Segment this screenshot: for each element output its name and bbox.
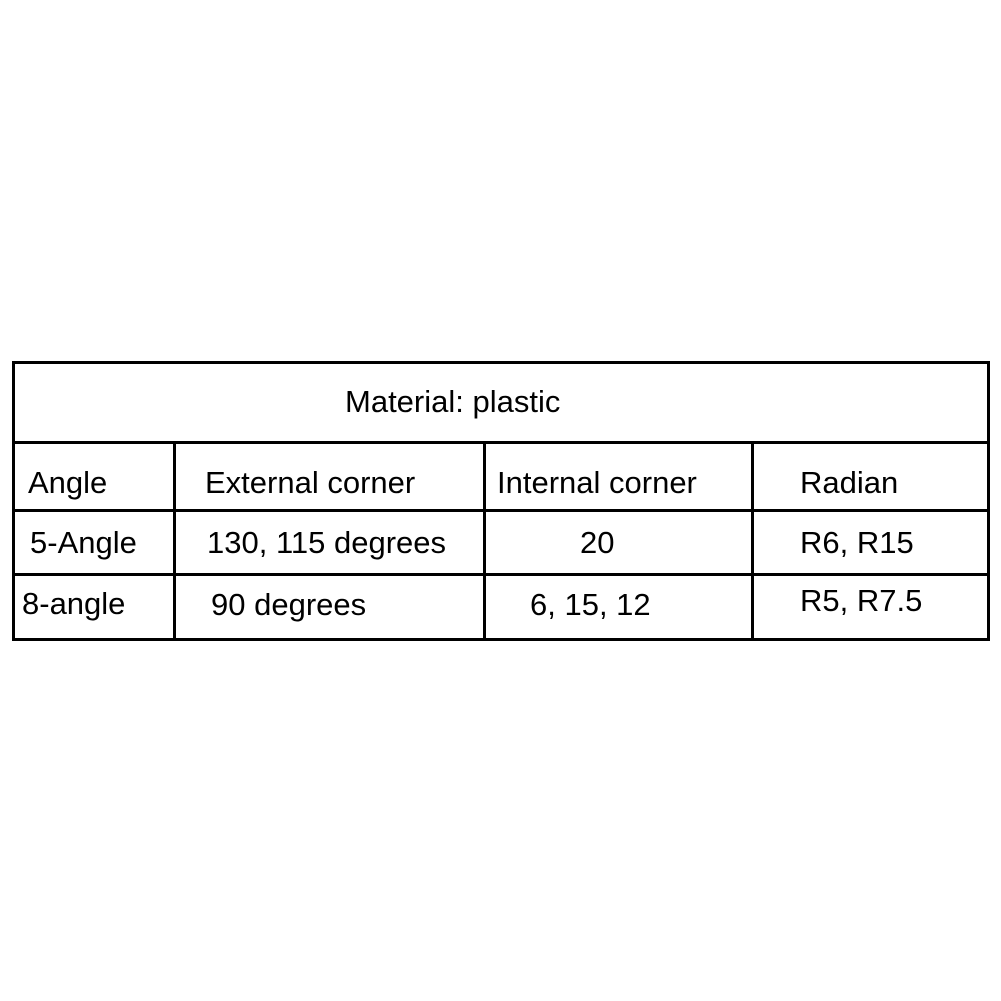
table-border-left xyxy=(12,361,15,641)
column-divider-3 xyxy=(751,441,754,641)
header-angle: Angle xyxy=(28,465,108,500)
header-divider xyxy=(12,509,990,512)
header-radian: Radian xyxy=(800,465,899,500)
header-internal-corner: Internal corner xyxy=(497,465,697,500)
table-cell: R5, R7.5 xyxy=(800,583,923,618)
column-divider-2 xyxy=(483,441,486,641)
column-divider-1 xyxy=(173,441,176,641)
header-external-corner: External corner xyxy=(205,465,416,500)
table-cell: 6, 15, 12 xyxy=(530,587,651,622)
table-border-bottom xyxy=(12,638,990,641)
title-divider xyxy=(12,441,990,444)
table-border-top xyxy=(12,361,990,364)
table-title: Material: plastic xyxy=(345,384,561,419)
row-divider xyxy=(12,573,990,576)
table-cell: 8-angle xyxy=(22,586,126,621)
table-cell: 20 xyxy=(580,525,615,560)
table-border-right xyxy=(987,361,990,641)
table-cell: R6, R15 xyxy=(800,525,914,560)
table-cell: 90 degrees xyxy=(211,587,367,622)
table-cell: 130, 115 degrees xyxy=(207,525,447,560)
table-cell: 5-Angle xyxy=(30,525,137,560)
